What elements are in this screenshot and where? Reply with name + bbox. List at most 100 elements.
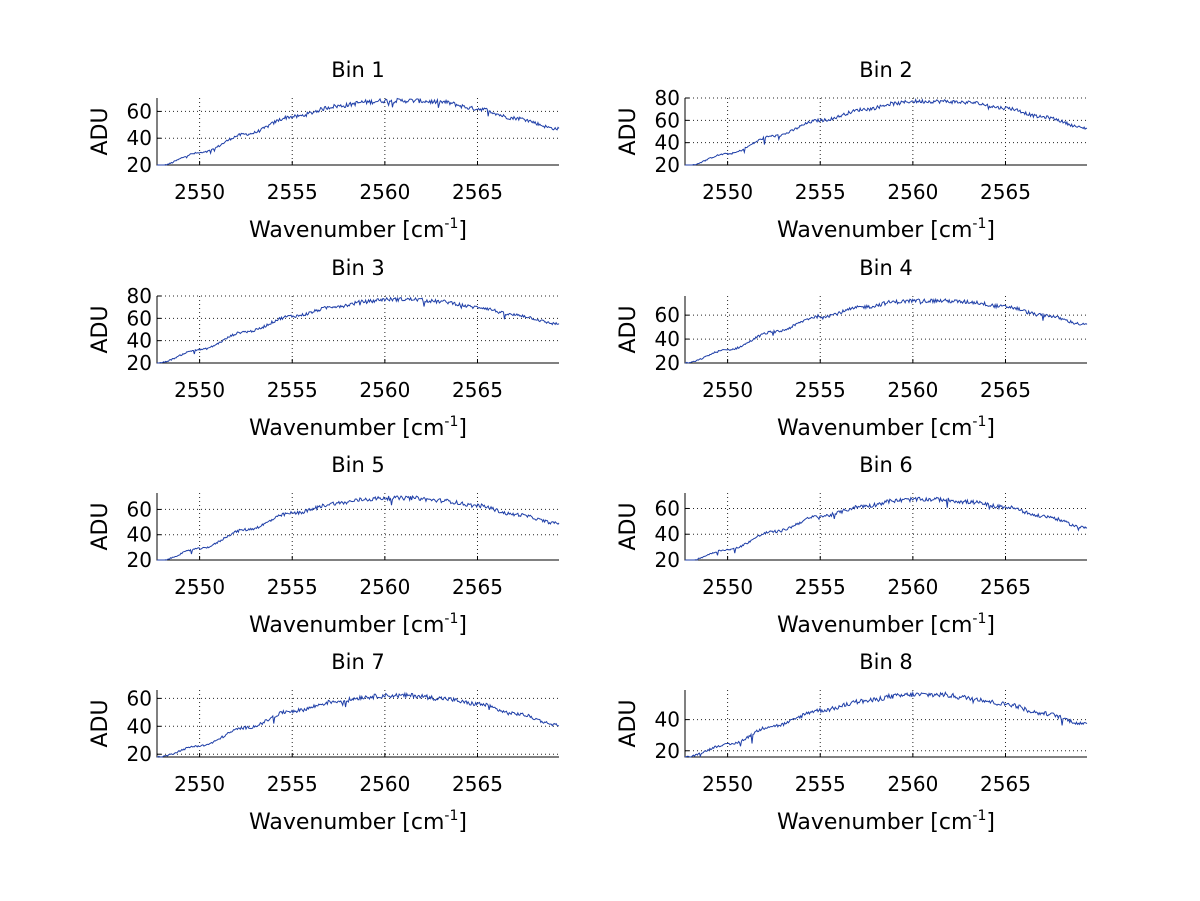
axes — [684, 690, 1087, 758]
y-tick-label: 40 — [127, 523, 152, 547]
y-tick-label: 60 — [655, 496, 680, 520]
x-axis-label-close: ] — [458, 613, 467, 638]
series-line-bin-7 — [157, 691, 560, 758]
x-axis-label-close: ] — [458, 218, 467, 243]
x-tick-label: 2555 — [795, 575, 846, 599]
axes — [156, 493, 559, 561]
x-axis-label-sup: -1 — [444, 808, 458, 824]
x-tick-label: 2565 — [980, 180, 1031, 204]
subplot-1: Bin 1 2550 2555 2560 2565 20 40 60 Wavenumber [c… — [88, 58, 560, 243]
chart-title: Bin 8 — [859, 650, 913, 674]
x-axis-label-main: Wavenumber [cm — [249, 613, 444, 638]
y-tick-label: 20 — [127, 742, 152, 766]
x-axis-label-close: ] — [986, 613, 995, 638]
axes — [684, 98, 1087, 166]
x-tick-label: 2560 — [359, 772, 410, 796]
chart-title: Bin 2 — [859, 58, 913, 82]
x-axis-label: Wavenumber [cm-1] — [249, 414, 467, 441]
x-tick-label: 2555 — [795, 772, 846, 796]
series-line-bin-4 — [684, 297, 1088, 364]
y-tick-label: 80 — [655, 86, 680, 110]
x-axis-label-main: Wavenumber [cm — [249, 810, 444, 835]
x-axis-label-sup: -1 — [972, 216, 986, 232]
chart-title: Bin 3 — [331, 256, 385, 280]
x-axis-label-close: ] — [458, 810, 467, 835]
y-tick-label: 40 — [655, 708, 680, 732]
x-tick-label: 2565 — [452, 378, 503, 402]
x-tick-label: 2550 — [702, 378, 753, 402]
y-tick-label: 80 — [127, 284, 152, 308]
y-tick-label: 20 — [127, 153, 152, 177]
x-tick-label: 2560 — [359, 575, 410, 599]
series-line-bin-5 — [157, 494, 560, 561]
series-line-bin-2 — [685, 98, 1088, 166]
chart-title: Bin 6 — [859, 453, 913, 477]
x-axis-label-main: Wavenumber [cm — [777, 416, 972, 441]
y-tick-label: 40 — [127, 714, 152, 738]
x-axis-label: Wavenumber [cm-1] — [777, 216, 995, 243]
x-axis-label-main: Wavenumber [cm — [249, 218, 444, 243]
x-axis-label-sup: -1 — [444, 216, 458, 232]
y-tick-label: 60 — [655, 303, 680, 327]
y-axis-label: ADU — [88, 699, 113, 747]
y-tick-label: 20 — [127, 351, 152, 375]
x-axis-label: Wavenumber [cm-1] — [777, 808, 995, 835]
x-axis-label: Wavenumber [cm-1] — [777, 611, 995, 638]
y-tick-label: 20 — [127, 548, 152, 572]
chart-title: Bin 4 — [859, 256, 913, 280]
x-axis-label-sup: -1 — [444, 611, 458, 627]
x-axis-label-close: ] — [458, 416, 467, 441]
y-tick-label: 60 — [127, 99, 152, 123]
x-tick-label: 2550 — [174, 378, 225, 402]
x-tick-label: 2555 — [795, 378, 846, 402]
chart-title: Bin 5 — [331, 453, 385, 477]
x-tick-label: 2560 — [887, 180, 938, 204]
y-axis-label: ADU — [88, 502, 113, 550]
subplot-8: Bin 8 2550 2555 2560 2565 20 40 Wavenumber [cm-… — [616, 650, 1088, 835]
axes — [684, 493, 1087, 561]
x-axis-label: Wavenumber [cm-1] — [249, 611, 467, 638]
x-axis-label: Wavenumber [cm-1] — [777, 414, 995, 441]
axes — [684, 296, 1087, 364]
x-tick-label: 2565 — [980, 575, 1031, 599]
x-tick-label: 2560 — [887, 378, 938, 402]
x-tick-label: 2565 — [452, 180, 503, 204]
x-axis-label-main: Wavenumber [cm — [777, 810, 972, 835]
y-tick-label: 20 — [655, 351, 680, 375]
x-tick-label: 2560 — [359, 180, 410, 204]
series-line-bin-3 — [156, 296, 560, 364]
x-axis-label-sup: -1 — [972, 414, 986, 430]
x-axis-label: Wavenumber [cm-1] — [249, 808, 467, 835]
chart-title: Bin 1 — [331, 58, 385, 82]
series-line-bin-1 — [157, 97, 560, 166]
x-tick-label: 2555 — [267, 575, 318, 599]
x-axis-label-sup: -1 — [972, 808, 986, 824]
y-axis-label: ADU — [616, 107, 641, 155]
y-axis-label: ADU — [616, 699, 641, 747]
chart-title: Bin 7 — [331, 650, 385, 674]
x-axis-label-main: Wavenumber [cm — [249, 416, 444, 441]
x-tick-label: 2560 — [359, 378, 410, 402]
x-axis-label-sup: -1 — [444, 414, 458, 430]
x-axis-label-main: Wavenumber [cm — [777, 613, 972, 638]
x-axis-label-main: Wavenumber [cm — [777, 218, 972, 243]
series-line-bin-6 — [685, 496, 1088, 561]
x-tick-label: 2560 — [887, 575, 938, 599]
subplot-7: Bin 7 2550 2555 2560 2565 20 40 60 Wavenumber [c… — [88, 650, 560, 835]
x-tick-label: 2550 — [174, 180, 225, 204]
y-tick-label: 60 — [655, 108, 680, 132]
y-axis-label: ADU — [88, 107, 113, 155]
y-tick-label: 20 — [655, 153, 680, 177]
x-tick-label: 2550 — [702, 575, 753, 599]
x-tick-label: 2550 — [174, 575, 225, 599]
x-axis-label: Wavenumber [cm-1] — [249, 216, 467, 243]
axes — [156, 98, 559, 166]
x-tick-label: 2560 — [887, 772, 938, 796]
x-axis-label-sup: -1 — [972, 611, 986, 627]
